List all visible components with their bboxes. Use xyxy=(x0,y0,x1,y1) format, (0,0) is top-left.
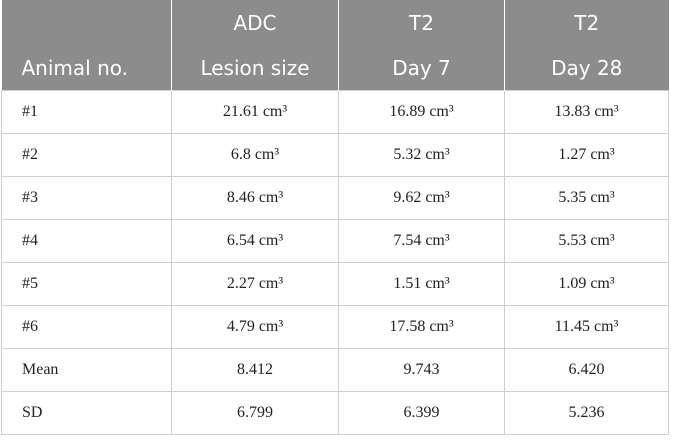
row-label: #6 xyxy=(1,305,172,349)
table-cell: 6.54 cm³ xyxy=(171,219,339,263)
table-cell: 17.58 cm³ xyxy=(338,305,505,349)
header-row: Animal no. Lesion size Day 7 Day 28 xyxy=(1,46,669,91)
table-row: #5 2.27 cm³ 1.51 cm³ 1.09 cm³ xyxy=(1,262,669,306)
header-cell: Day 7 xyxy=(338,46,505,91)
header-row: ADC T2 T2 xyxy=(1,0,669,46)
row-label: #3 xyxy=(1,176,172,220)
table-row: #2 6.8 cm³ 5.32 cm³ 1.27 cm³ xyxy=(1,133,669,177)
table-cell: 4.79 cm³ xyxy=(171,305,339,349)
table-cell: 6.420 xyxy=(504,348,669,392)
table-cell: 2.27 cm³ xyxy=(171,262,339,306)
table-cell: 5.35 cm³ xyxy=(504,176,669,220)
table-row: #1 21.61 cm³ 16.89 cm³ 13.83 cm³ xyxy=(1,90,669,134)
header-cell: Animal no. xyxy=(1,46,172,91)
table-cell: 8.412 xyxy=(171,348,339,392)
table-cell: 16.89 cm³ xyxy=(338,90,505,134)
table-row: #3 8.46 cm³ 9.62 cm³ 5.35 cm³ xyxy=(1,176,669,220)
row-label: #5 xyxy=(1,262,172,306)
header-cell: T2 xyxy=(338,0,505,46)
table-body: #1 21.61 cm³ 16.89 cm³ 13.83 cm³ #2 6.8 cm³ 5.… xyxy=(1,90,669,435)
table-row: Mean 8.412 9.743 6.420 xyxy=(1,348,669,392)
table-cell: 11.45 cm³ xyxy=(504,305,669,349)
table-cell: 13.83 cm³ xyxy=(504,90,669,134)
row-label: #2 xyxy=(1,133,172,177)
table-cell: 5.53 cm³ xyxy=(504,219,669,263)
table-row: #6 4.79 cm³ 17.58 cm³ 11.45 cm³ xyxy=(1,305,669,349)
table-cell: 5.32 cm³ xyxy=(338,133,505,177)
table-cell: 1.27 cm³ xyxy=(504,133,669,177)
table-cell: 6.799 xyxy=(171,391,339,435)
table-row: #4 6.54 cm³ 7.54 cm³ 5.53 cm³ xyxy=(1,219,669,263)
table-cell: 9.743 xyxy=(338,348,505,392)
header-cell: Day 28 xyxy=(504,46,669,91)
row-label: Mean xyxy=(1,348,172,392)
table-cell: 6.8 cm³ xyxy=(171,133,339,177)
data-table: ADC T2 T2 Animal no. Lesion size Day 7 D… xyxy=(1,0,669,435)
header-cell: T2 xyxy=(504,0,669,46)
table-cell: 5.236 xyxy=(504,391,669,435)
table-cell: 7.54 cm³ xyxy=(338,219,505,263)
table-cell: 1.51 cm³ xyxy=(338,262,505,306)
table-cell: 6.399 xyxy=(338,391,505,435)
row-label: SD xyxy=(1,391,172,435)
table-cell: 9.62 cm³ xyxy=(338,176,505,220)
table-cell: 1.09 cm³ xyxy=(504,262,669,306)
header-cell: Lesion size xyxy=(171,46,339,91)
row-label: #1 xyxy=(1,90,172,134)
header-blank xyxy=(1,0,172,46)
table-cell: 8.46 cm³ xyxy=(171,176,339,220)
header-cell: ADC xyxy=(171,0,339,46)
table-row: SD 6.799 6.399 5.236 xyxy=(1,391,669,435)
row-label: #4 xyxy=(1,219,172,263)
table-cell: 21.61 cm³ xyxy=(171,90,339,134)
